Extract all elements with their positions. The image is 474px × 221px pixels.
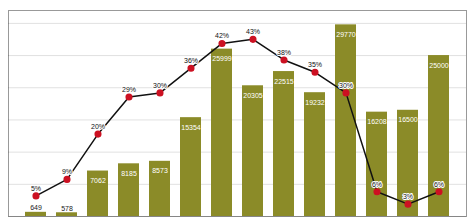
svg-text:649: 649 [30, 204, 42, 211]
svg-text:38%: 38% [277, 49, 291, 56]
svg-text:5%: 5% [31, 185, 41, 192]
svg-text:20%: 20% [91, 123, 105, 130]
svg-text:25999: 25999 [212, 55, 232, 62]
svg-text:6%: 6% [434, 181, 444, 188]
svg-text:35%: 35% [308, 61, 322, 68]
svg-text:29770: 29770 [336, 31, 356, 38]
svg-text:15354: 15354 [181, 124, 201, 131]
svg-text:30%: 30% [153, 82, 167, 89]
svg-text:30%: 30% [339, 82, 353, 89]
svg-text:9%: 9% [62, 168, 72, 175]
svg-text:3%: 3% [403, 193, 413, 200]
svg-text:22515: 22515 [274, 78, 294, 85]
svg-text:8573: 8573 [152, 167, 168, 174]
svg-text:29%: 29% [122, 86, 136, 93]
svg-text:43%: 43% [246, 28, 260, 35]
svg-text:36%: 36% [184, 57, 198, 64]
svg-text:16208: 16208 [367, 118, 387, 125]
svg-text:6%: 6% [372, 181, 382, 188]
svg-text:578: 578 [61, 205, 73, 212]
svg-text:8185: 8185 [121, 170, 137, 177]
svg-text:20305: 20305 [243, 92, 263, 99]
svg-text:7062: 7062 [90, 177, 106, 184]
svg-text:25000: 25000 [429, 62, 449, 69]
svg-text:16500: 16500 [398, 116, 418, 123]
svg-text:42%: 42% [215, 32, 229, 39]
svg-text:19232: 19232 [305, 99, 325, 106]
